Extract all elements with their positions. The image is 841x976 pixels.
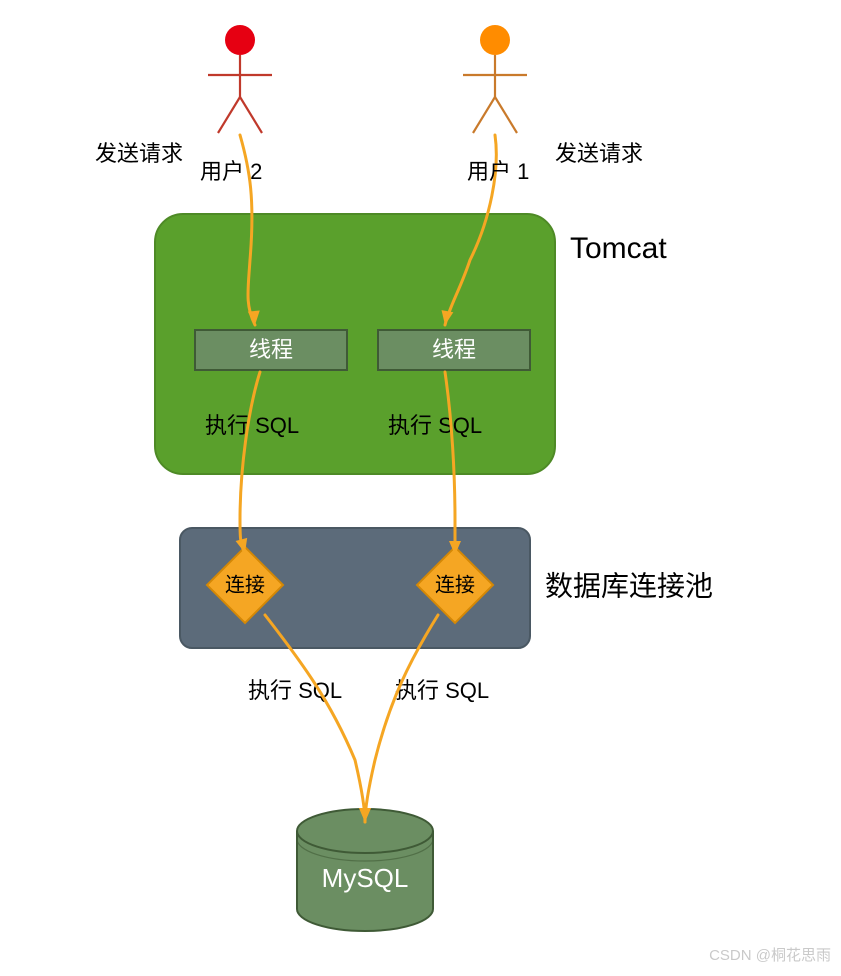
diagram-svg: Tomcat线程线程执行 SQL执行 SQL数据库连接池连接连接执行 SQL执行… <box>0 0 841 971</box>
svg-text:连接: 连接 <box>225 573 265 596</box>
svg-text:线程: 线程 <box>432 337 476 362</box>
svg-text:发送请求: 发送请求 <box>555 141 643 166</box>
svg-text:线程: 线程 <box>249 337 293 362</box>
svg-text:执行 SQL: 执行 SQL <box>248 678 342 703</box>
user-user2 <box>208 25 272 133</box>
svg-text:执行 SQL: 执行 SQL <box>205 413 299 438</box>
svg-text:用户 2: 用户 2 <box>200 159 262 184</box>
diagram-canvas: Tomcat线程线程执行 SQL执行 SQL数据库连接池连接连接执行 SQL执行… <box>0 0 841 971</box>
user-user1 <box>463 25 527 133</box>
watermark: CSDN @桐花思雨 <box>709 944 831 965</box>
svg-text:用户 1: 用户 1 <box>467 159 529 184</box>
svg-text:MySQL: MySQL <box>322 863 409 893</box>
svg-text:发送请求: 发送请求 <box>95 141 183 166</box>
svg-text:执行 SQL: 执行 SQL <box>395 678 489 703</box>
svg-text:执行 SQL: 执行 SQL <box>388 413 482 438</box>
svg-text:数据库连接池: 数据库连接池 <box>545 570 713 601</box>
svg-text:连接: 连接 <box>435 573 475 596</box>
svg-text:Tomcat: Tomcat <box>570 232 667 265</box>
